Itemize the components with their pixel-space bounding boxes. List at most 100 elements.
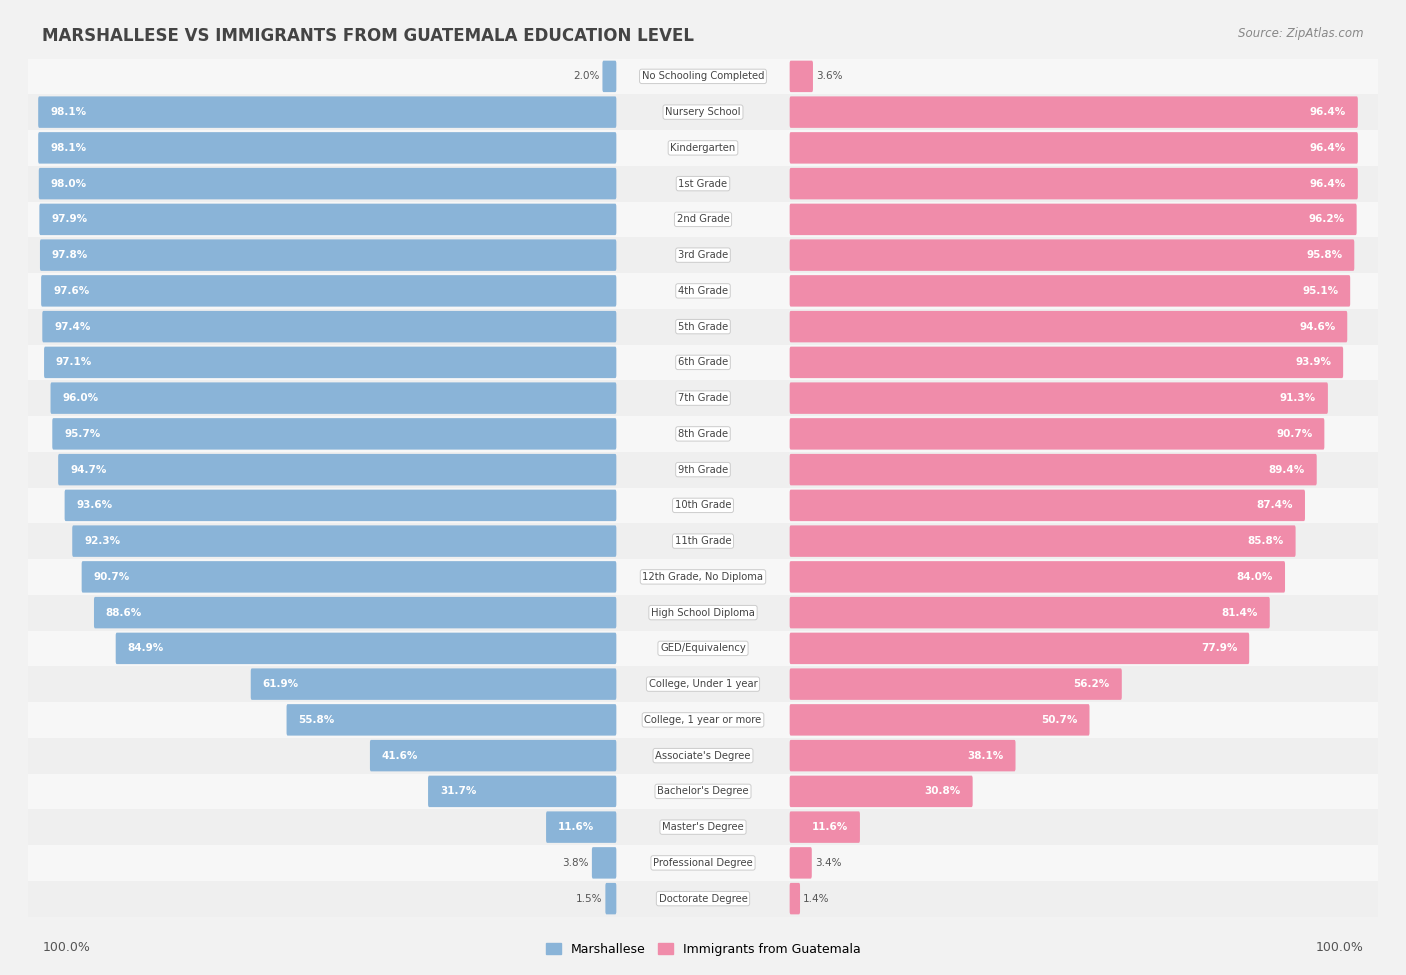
Text: 3.4%: 3.4% <box>814 858 841 868</box>
FancyBboxPatch shape <box>790 311 1347 342</box>
Text: 6th Grade: 6th Grade <box>678 358 728 368</box>
Text: 1.4%: 1.4% <box>803 894 830 904</box>
FancyBboxPatch shape <box>28 488 1378 524</box>
Text: 56.2%: 56.2% <box>1074 680 1109 689</box>
Text: 3.8%: 3.8% <box>562 858 589 868</box>
FancyBboxPatch shape <box>790 454 1317 486</box>
FancyBboxPatch shape <box>28 202 1378 237</box>
FancyBboxPatch shape <box>790 204 1357 235</box>
FancyBboxPatch shape <box>28 237 1378 273</box>
FancyBboxPatch shape <box>546 811 616 842</box>
Text: 7th Grade: 7th Grade <box>678 393 728 403</box>
Text: 95.1%: 95.1% <box>1302 286 1339 295</box>
Text: Nursery School: Nursery School <box>665 107 741 117</box>
Text: 81.4%: 81.4% <box>1222 607 1258 617</box>
FancyBboxPatch shape <box>790 133 1358 164</box>
FancyBboxPatch shape <box>790 60 813 92</box>
Text: 12th Grade, No Diploma: 12th Grade, No Diploma <box>643 572 763 582</box>
FancyBboxPatch shape <box>790 240 1354 271</box>
FancyBboxPatch shape <box>790 382 1327 413</box>
Text: 96.2%: 96.2% <box>1309 214 1344 224</box>
FancyBboxPatch shape <box>592 847 616 878</box>
FancyBboxPatch shape <box>28 95 1378 130</box>
FancyBboxPatch shape <box>790 347 1343 378</box>
Text: 90.7%: 90.7% <box>94 572 129 582</box>
FancyBboxPatch shape <box>606 883 616 915</box>
Text: 9th Grade: 9th Grade <box>678 465 728 475</box>
FancyBboxPatch shape <box>28 380 1378 416</box>
Text: 38.1%: 38.1% <box>967 751 1004 760</box>
Text: 96.4%: 96.4% <box>1310 143 1346 153</box>
FancyBboxPatch shape <box>370 740 616 771</box>
FancyBboxPatch shape <box>38 97 616 128</box>
Text: 3.6%: 3.6% <box>815 71 842 81</box>
FancyBboxPatch shape <box>39 168 616 199</box>
FancyBboxPatch shape <box>790 562 1285 593</box>
Text: 1.5%: 1.5% <box>576 894 602 904</box>
FancyBboxPatch shape <box>28 880 1378 916</box>
FancyBboxPatch shape <box>790 776 973 807</box>
Text: 97.9%: 97.9% <box>51 214 87 224</box>
FancyBboxPatch shape <box>28 344 1378 380</box>
Text: High School Diploma: High School Diploma <box>651 607 755 617</box>
Text: 61.9%: 61.9% <box>263 680 298 689</box>
Text: 100.0%: 100.0% <box>42 941 90 954</box>
FancyBboxPatch shape <box>287 704 616 735</box>
Text: 89.4%: 89.4% <box>1268 465 1305 475</box>
FancyBboxPatch shape <box>28 273 1378 309</box>
Text: 97.4%: 97.4% <box>55 322 90 332</box>
FancyBboxPatch shape <box>790 883 800 915</box>
FancyBboxPatch shape <box>94 597 616 628</box>
FancyBboxPatch shape <box>39 240 616 271</box>
FancyBboxPatch shape <box>28 809 1378 845</box>
FancyBboxPatch shape <box>44 347 616 378</box>
Text: 96.0%: 96.0% <box>62 393 98 403</box>
Text: 93.9%: 93.9% <box>1295 358 1331 368</box>
Text: Bachelor's Degree: Bachelor's Degree <box>657 787 749 797</box>
Text: 95.7%: 95.7% <box>65 429 100 439</box>
Text: 85.8%: 85.8% <box>1247 536 1284 546</box>
FancyBboxPatch shape <box>115 633 616 664</box>
Text: 77.9%: 77.9% <box>1201 644 1237 653</box>
FancyBboxPatch shape <box>28 738 1378 773</box>
FancyBboxPatch shape <box>28 130 1378 166</box>
FancyBboxPatch shape <box>28 702 1378 738</box>
Text: 2.0%: 2.0% <box>574 71 599 81</box>
Text: 95.8%: 95.8% <box>1306 251 1343 260</box>
Text: 8th Grade: 8th Grade <box>678 429 728 439</box>
Text: 11th Grade: 11th Grade <box>675 536 731 546</box>
FancyBboxPatch shape <box>51 382 616 413</box>
FancyBboxPatch shape <box>58 454 616 486</box>
Text: 31.7%: 31.7% <box>440 787 477 797</box>
Text: 98.1%: 98.1% <box>51 143 86 153</box>
FancyBboxPatch shape <box>41 275 616 306</box>
Text: 2nd Grade: 2nd Grade <box>676 214 730 224</box>
FancyBboxPatch shape <box>28 845 1378 880</box>
Text: 93.6%: 93.6% <box>76 500 112 510</box>
FancyBboxPatch shape <box>28 559 1378 595</box>
Text: 84.0%: 84.0% <box>1237 572 1274 582</box>
Text: Doctorate Degree: Doctorate Degree <box>658 894 748 904</box>
Text: 97.6%: 97.6% <box>53 286 89 295</box>
Text: 5th Grade: 5th Grade <box>678 322 728 332</box>
FancyBboxPatch shape <box>790 275 1350 306</box>
Text: 97.8%: 97.8% <box>52 251 89 260</box>
FancyBboxPatch shape <box>602 60 616 92</box>
Text: 11.6%: 11.6% <box>558 822 595 832</box>
FancyBboxPatch shape <box>28 595 1378 631</box>
Text: 87.4%: 87.4% <box>1257 500 1294 510</box>
Text: 50.7%: 50.7% <box>1042 715 1077 724</box>
FancyBboxPatch shape <box>790 704 1090 735</box>
Text: 55.8%: 55.8% <box>298 715 335 724</box>
FancyBboxPatch shape <box>28 524 1378 559</box>
Text: 96.4%: 96.4% <box>1310 107 1346 117</box>
Text: Professional Degree: Professional Degree <box>654 858 752 868</box>
Text: GED/Equivalency: GED/Equivalency <box>661 644 745 653</box>
FancyBboxPatch shape <box>790 847 811 878</box>
FancyBboxPatch shape <box>28 451 1378 488</box>
FancyBboxPatch shape <box>28 773 1378 809</box>
Text: 98.0%: 98.0% <box>51 178 87 188</box>
Text: Source: ZipAtlas.com: Source: ZipAtlas.com <box>1239 27 1364 40</box>
Text: 4th Grade: 4th Grade <box>678 286 728 295</box>
Text: College, Under 1 year: College, Under 1 year <box>648 680 758 689</box>
